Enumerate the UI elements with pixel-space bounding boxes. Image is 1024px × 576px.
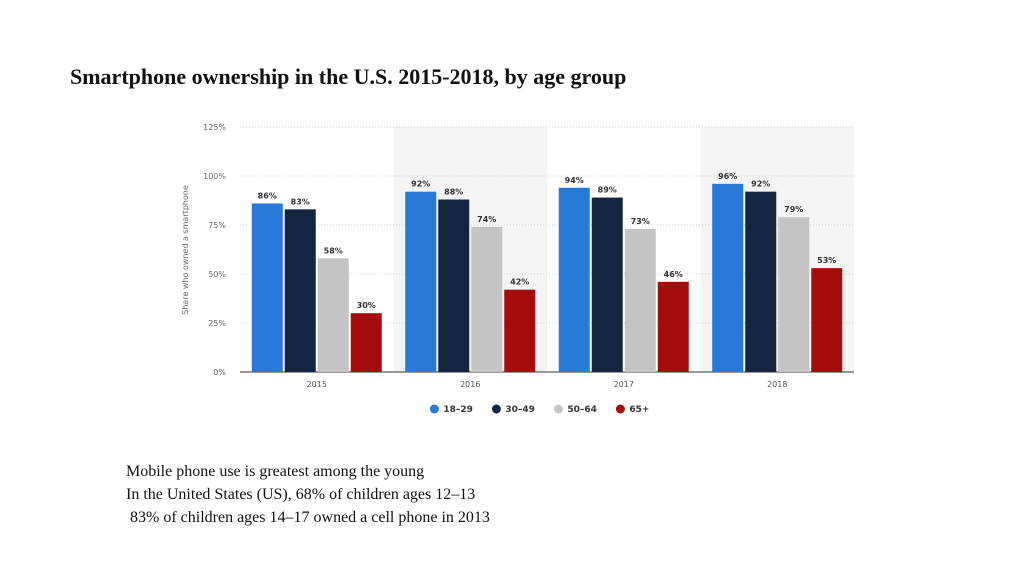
notes-text-block: Mobile phone use is greatest among the y… <box>126 460 490 529</box>
bar-value-label: 58% <box>324 246 343 255</box>
note-line-2: In the United States (US), 68% of childr… <box>126 486 476 503</box>
bar-2016-series-3 <box>471 226 503 372</box>
y-tick-label: 125% <box>203 123 226 132</box>
legend-label-3: 50–64 <box>567 405 597 415</box>
legend-marker-2 <box>491 404 501 414</box>
bar-chart: 0% 25% 50% 75% 100% 125% Share who owned a sma… <box>181 123 854 415</box>
bar-value-label: 46% <box>664 270 683 279</box>
bar-value-label: 86% <box>258 191 277 200</box>
note-line-3: 83% of children ages 14–17 owned a cell … <box>126 509 490 526</box>
y-tick-label: 100% <box>203 172 226 181</box>
bar-value-label: 42% <box>510 278 529 287</box>
bar-value-label: 73% <box>631 217 650 226</box>
bar-value-label: 83% <box>291 197 310 206</box>
x-tick-label: 2015 <box>307 380 327 389</box>
y-axis-title: Share who owned a smartphone <box>181 185 190 315</box>
bar-2015-series-1 <box>251 203 283 372</box>
bar-value-label: 30% <box>357 301 376 310</box>
bar-2017-series-2 <box>591 197 623 372</box>
bar-value-label: 94% <box>565 176 584 185</box>
bar-2017-series-3 <box>624 228 656 372</box>
bar-value-label: 79% <box>784 205 803 214</box>
bar-value-label: 96% <box>718 172 737 181</box>
bar-2016-series-2 <box>438 199 470 372</box>
x-tick-label: 2016 <box>460 380 480 389</box>
y-tick-label: 25% <box>208 319 226 328</box>
slide-title: Smartphone ownership in the U.S. 2015-20… <box>70 64 627 89</box>
legend-marker-4 <box>615 404 625 414</box>
bar-2018-series-4 <box>811 268 843 372</box>
legend-marker-3 <box>553 404 563 414</box>
x-tick-label: 2018 <box>767 380 787 389</box>
legend-marker-1 <box>429 404 439 414</box>
note-line-1: Mobile phone use is greatest among the y… <box>126 463 425 480</box>
y-tick-label: 0% <box>213 368 226 377</box>
legend-label-1: 18–29 <box>443 405 473 415</box>
bar-2018-series-1 <box>712 183 744 372</box>
bar-2015-series-2 <box>284 209 316 372</box>
bar-2018-series-3 <box>778 217 810 372</box>
x-tick-label: 2017 <box>614 380 634 389</box>
bar-value-label: 88% <box>444 188 463 197</box>
legend-label-4: 65+ <box>629 405 649 415</box>
bar-2015-series-4 <box>350 313 382 372</box>
bar-2016-series-4 <box>504 289 536 372</box>
legend-label-2: 30–49 <box>505 405 535 415</box>
bar-2017-series-1 <box>558 187 590 372</box>
bar-2015-series-3 <box>317 258 349 372</box>
bar-value-label: 74% <box>477 215 496 224</box>
bar-2016-series-1 <box>405 191 437 372</box>
bar-value-label: 92% <box>411 180 430 189</box>
y-tick-label: 50% <box>208 270 226 279</box>
bar-2017-series-4 <box>657 281 689 372</box>
bar-value-label: 92% <box>751 180 770 189</box>
bar-value-label: 89% <box>598 186 617 195</box>
bar-value-label: 53% <box>817 256 836 265</box>
y-tick-label: 75% <box>208 221 226 230</box>
bar-2018-series-2 <box>745 191 777 372</box>
